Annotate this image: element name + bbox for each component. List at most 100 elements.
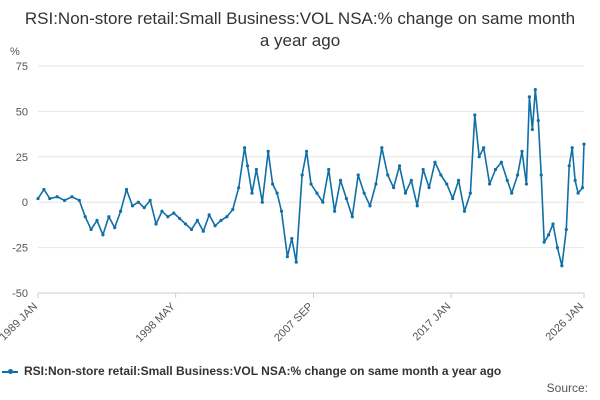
- data-point: [231, 207, 235, 212]
- y-tick-label: 75: [16, 61, 28, 73]
- data-point: [392, 186, 396, 190]
- data-point: [344, 196, 349, 201]
- data-point: [542, 240, 546, 244]
- data-point: [582, 142, 586, 146]
- x-axis: 1989 JAN 1998 MAY 2007 SEP 2017 JAN 2026 JAN: [0, 292, 586, 345]
- y-tick-label: -50: [12, 288, 28, 300]
- data-point: [107, 215, 111, 219]
- data-point: [36, 196, 40, 201]
- data-point: [70, 195, 74, 199]
- y-tick-label: 0: [22, 197, 28, 209]
- legend-label: RSI:Non-store retail:Small Business:VOL …: [24, 364, 502, 378]
- data-point: [551, 222, 555, 226]
- data-point: [433, 160, 437, 164]
- data-point: [237, 186, 241, 190]
- data-point: [154, 222, 158, 226]
- legend-line-marker-icon: [2, 368, 18, 374]
- data-point: [294, 260, 298, 264]
- data-point: [213, 224, 217, 228]
- x-tick-label: 2007 SEP: [272, 301, 316, 345]
- data-point: [254, 167, 258, 172]
- data-point: [499, 160, 503, 164]
- series-layer: [36, 88, 586, 268]
- data-point: [207, 213, 211, 217]
- data-point: [380, 146, 384, 150]
- data-point: [468, 191, 472, 195]
- data-point: [445, 182, 449, 186]
- data-point: [415, 204, 419, 208]
- data-point: [510, 191, 514, 195]
- data-point: [570, 146, 574, 150]
- y-tick-label: 50: [16, 106, 28, 118]
- data-point: [83, 215, 87, 219]
- data-point: [148, 198, 152, 202]
- data-point: [48, 196, 52, 201]
- data-point: [527, 95, 532, 99]
- data-point: [573, 178, 577, 183]
- data-point: [515, 173, 520, 177]
- data-point: [290, 236, 294, 241]
- data-point: [201, 229, 205, 233]
- data-point: [275, 191, 279, 195]
- data-point: [95, 218, 99, 222]
- data-point: [321, 200, 325, 204]
- source-label: Source:: [546, 381, 588, 395]
- data-point: [567, 164, 571, 168]
- data-point: [477, 155, 481, 159]
- data-point: [487, 182, 492, 186]
- data-point: [178, 216, 182, 221]
- data-point: [189, 227, 194, 232]
- data-point: [546, 233, 551, 237]
- data-point: [338, 178, 343, 183]
- data-point: [55, 195, 59, 199]
- data-point: [473, 113, 477, 117]
- y-axis-ticks: -50 -25 0 25 50 75: [12, 61, 28, 300]
- data-point: [279, 209, 284, 213]
- data-point: [560, 264, 564, 268]
- chart-title: RSI:Non-store retail:Small Business:VOL …: [24, 9, 576, 50]
- data-point: [101, 233, 105, 237]
- data-point: [130, 204, 135, 208]
- data-point: [539, 173, 543, 177]
- data-point: [439, 173, 443, 177]
- data-point: [62, 198, 67, 202]
- data-point: [119, 209, 123, 213]
- data-point: [271, 182, 275, 186]
- data-point: [533, 88, 537, 92]
- y-axis-label: %: [10, 46, 20, 58]
- data-point: [160, 209, 164, 213]
- data-point: [315, 191, 319, 195]
- data-point: [350, 215, 354, 219]
- x-tick-label: 1998 MAY: [134, 300, 179, 345]
- y-tick-label: -25: [12, 243, 28, 255]
- data-point: [403, 191, 408, 195]
- data-point: [250, 191, 254, 195]
- data-point: [505, 178, 509, 183]
- data-point: [124, 187, 129, 192]
- x-tick-label: 2017 JAN: [411, 301, 454, 344]
- data-point: [427, 186, 431, 190]
- data-point: [356, 173, 360, 177]
- data-point: [300, 173, 304, 177]
- data-point: [166, 215, 170, 219]
- data-point: [362, 191, 366, 195]
- legend: RSI:Non-store retail:Small Business:VOL …: [2, 364, 501, 378]
- data-point: [520, 149, 524, 153]
- data-point: [242, 146, 247, 150]
- data-point: [266, 149, 270, 153]
- series-line: [37, 88, 585, 267]
- data-point: [304, 149, 309, 153]
- data-point: [386, 173, 390, 177]
- data-point: [564, 227, 568, 232]
- y-tick-label: 25: [16, 152, 28, 164]
- data-point: [368, 204, 372, 208]
- x-tick-label: 1989 JAN: [0, 301, 40, 344]
- data-point: [493, 167, 498, 172]
- data-point: [245, 164, 250, 168]
- data-point: [482, 146, 486, 150]
- data-point: [374, 182, 378, 186]
- data-point: [183, 222, 188, 226]
- data-point: [536, 118, 540, 123]
- data-point: [195, 218, 199, 222]
